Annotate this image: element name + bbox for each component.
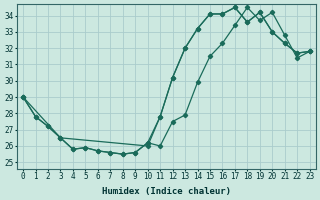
X-axis label: Humidex (Indice chaleur): Humidex (Indice chaleur) (102, 187, 231, 196)
